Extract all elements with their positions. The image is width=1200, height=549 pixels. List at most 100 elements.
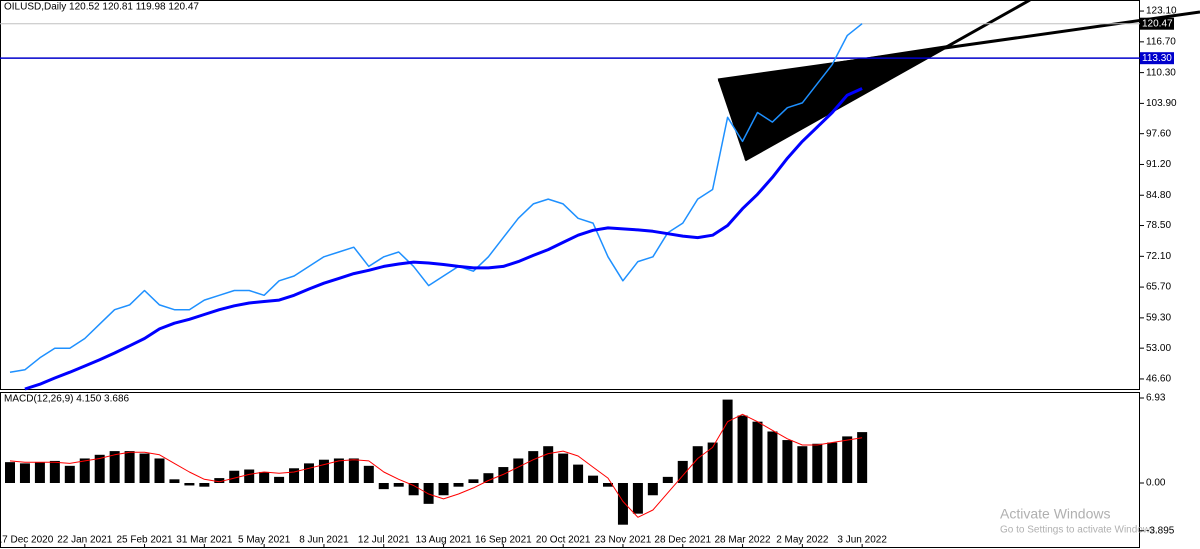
macd-bar	[378, 483, 389, 490]
macd-bar	[438, 483, 449, 496]
macd-bar	[543, 446, 554, 483]
chart-title: OILUSD,Daily 120.52 120.81 119.98 120.47	[4, 2, 199, 13]
macd-bar	[677, 460, 688, 483]
macd-panel	[0, 392, 1140, 548]
x-tick-label: 28 Mar 2022	[714, 535, 771, 546]
macd-bar	[64, 465, 75, 483]
macd-bar	[34, 462, 45, 483]
moving-average	[24, 87, 863, 391]
signal-line	[9, 413, 863, 518]
macd-bar	[647, 483, 658, 496]
trend-line	[744, 0, 1031, 162]
macd-bar	[423, 483, 434, 504]
y-tick-label: 91.20	[1146, 159, 1171, 170]
macd-bar	[558, 453, 569, 483]
x-tick-label: 20 Oct 2021	[536, 535, 591, 546]
macd-bar	[453, 483, 464, 487]
macd-bar	[408, 483, 419, 496]
macd-bar	[812, 443, 823, 483]
y-tick-label: 59.30	[1146, 313, 1171, 324]
watermark-title: Activate Windows	[1000, 506, 1110, 522]
macd-bar	[528, 451, 539, 483]
macd-bar	[617, 483, 628, 525]
macd-bar	[199, 483, 210, 487]
macd-bar	[498, 467, 509, 483]
macd-bar	[393, 483, 404, 487]
macd-bar	[752, 421, 763, 483]
macd-bar	[797, 446, 808, 483]
y-tick-label: 110.30	[1146, 67, 1176, 78]
macd-bar	[632, 483, 643, 514]
indicator-title: MACD(12,26,9) 4.150 3.686	[4, 394, 130, 405]
macd-bar	[229, 470, 240, 483]
price-line	[9, 23, 863, 373]
macd-bar	[782, 440, 793, 483]
macd-bar	[5, 462, 15, 483]
macd-bar	[79, 458, 90, 483]
y-tick-label: -3.895	[1146, 525, 1175, 536]
x-tick-label: 3 Jun 2022	[837, 535, 887, 546]
macd-bar	[603, 483, 613, 487]
x-tick-label: 8 Jun 2021	[299, 535, 349, 546]
macd-bar	[483, 473, 494, 483]
macd-bar	[244, 469, 255, 483]
x-tick-label: 17 Dec 2020	[0, 535, 54, 546]
macd-bar	[857, 432, 868, 483]
macd-bar	[289, 468, 300, 483]
x-tick-label: 28 Dec 2021	[654, 535, 711, 546]
macd-bar	[124, 451, 135, 483]
macd-bar	[692, 446, 703, 483]
macd-bar	[304, 463, 314, 483]
macd-bar	[573, 464, 584, 483]
y-tick-label: 97.60	[1146, 128, 1171, 139]
macd-bar	[363, 465, 374, 483]
macd-bar	[348, 458, 359, 483]
macd-bar	[737, 415, 748, 483]
x-tick-label: 31 Mar 2021	[176, 535, 233, 546]
macd-bar	[139, 453, 150, 483]
y-tick-label: 116.70	[1146, 36, 1176, 47]
macd-bar	[468, 479, 479, 483]
macd-bar	[184, 483, 195, 486]
y-tick-label: 84.80	[1146, 190, 1171, 201]
macd-bar	[767, 431, 778, 483]
y-tick-label: 78.50	[1146, 220, 1171, 231]
price-panel	[0, 0, 1140, 390]
x-tick-label: 23 Nov 2021	[595, 535, 652, 546]
x-tick-label: 22 Jan 2021	[57, 535, 112, 546]
y-tick-label: 6.93	[1146, 393, 1166, 404]
hline-label: 113.30	[1142, 53, 1172, 64]
hline-box	[1140, 52, 1174, 65]
y-tick-label: 103.90	[1146, 98, 1177, 109]
macd-bar	[169, 479, 180, 483]
macd-bar	[707, 442, 718, 483]
macd-bar	[94, 454, 105, 483]
last-price-label: 120.47	[1142, 18, 1173, 29]
x-tick-label: 25 Feb 2021	[116, 535, 173, 546]
watermark-text: Go to Settings to activate Windows.	[1000, 525, 1158, 536]
triangle-drawing	[718, 45, 948, 160]
y-tick-label: 123.10	[1146, 6, 1177, 17]
macd-bar	[842, 436, 853, 483]
macd-bar	[154, 458, 165, 483]
macd-bar	[318, 459, 329, 483]
macd-bar	[588, 475, 599, 483]
macd-bar	[827, 442, 838, 483]
y-tick-label: 46.60	[1146, 374, 1171, 385]
last-price-box	[1140, 17, 1174, 30]
macd-bar	[259, 471, 270, 483]
x-tick-label: 13 Aug 2021	[415, 535, 472, 546]
macd-bar	[513, 458, 524, 483]
macd-bar	[662, 476, 673, 483]
y-tick-label: 72.10	[1146, 251, 1171, 262]
y-tick-label: 65.70	[1146, 282, 1171, 293]
x-tick-label: 12 Jul 2021	[358, 535, 410, 546]
x-tick-label: 16 Sep 2021	[475, 535, 532, 546]
x-tick-label: 5 May 2021	[238, 535, 291, 546]
macd-bar	[49, 460, 60, 483]
macd-bar	[274, 476, 285, 483]
macd-bar	[722, 399, 733, 483]
macd-bar	[214, 478, 225, 483]
